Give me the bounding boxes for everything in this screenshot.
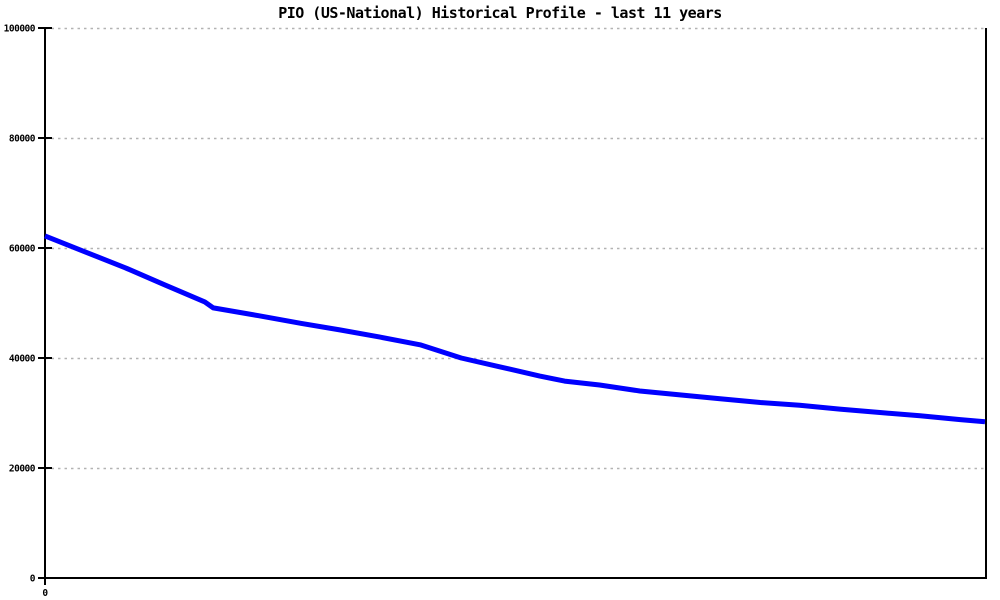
y-axis-tick-label: 40000 [9,354,36,365]
data-line [44,233,986,425]
x-axis-tick-label: 0 [42,588,48,599]
y-axis-tick-label: 100000 [4,24,36,35]
y-axis-tick-label: 0 [30,574,36,585]
y-axis-tick-label: 60000 [9,244,36,255]
chart-title: PIO (US-National) Historical Profile - l… [278,4,722,22]
y-axis-tick-label: 20000 [9,464,36,475]
y-axis-tick-label: 80000 [9,134,36,145]
